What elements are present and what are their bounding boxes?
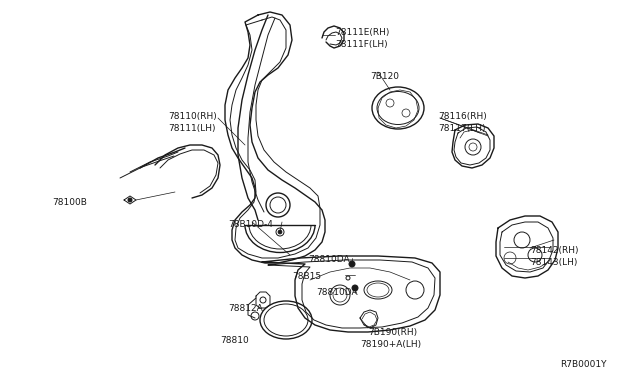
Circle shape (128, 198, 132, 202)
Text: 7B190(RH): 7B190(RH) (368, 328, 417, 337)
Text: 78810DA: 78810DA (308, 255, 349, 264)
Text: R7B0001Y: R7B0001Y (560, 360, 607, 369)
Text: 78111F(LH): 78111F(LH) (335, 40, 388, 49)
Circle shape (349, 261, 355, 267)
Text: 78B10D-4: 78B10D-4 (228, 220, 273, 229)
Text: 78142(RH): 78142(RH) (530, 246, 579, 255)
Circle shape (352, 285, 358, 291)
Text: 78143(LH): 78143(LH) (530, 258, 577, 267)
Text: 78812A: 78812A (228, 304, 263, 313)
Text: 78100B: 78100B (52, 198, 87, 207)
Text: 78B15: 78B15 (292, 272, 321, 281)
Text: 78111E(RH): 78111E(RH) (335, 28, 389, 37)
Text: 78111(LH): 78111(LH) (168, 124, 216, 133)
Text: 78810: 78810 (220, 336, 249, 345)
Text: 7B120: 7B120 (370, 72, 399, 81)
Text: 78190+A(LH): 78190+A(LH) (360, 340, 421, 349)
Text: 78110(RH): 78110(RH) (168, 112, 217, 121)
Text: 78810DA: 78810DA (316, 288, 358, 297)
Circle shape (278, 230, 282, 234)
Text: 78117(LH): 78117(LH) (438, 124, 486, 133)
Text: 78116(RH): 78116(RH) (438, 112, 487, 121)
